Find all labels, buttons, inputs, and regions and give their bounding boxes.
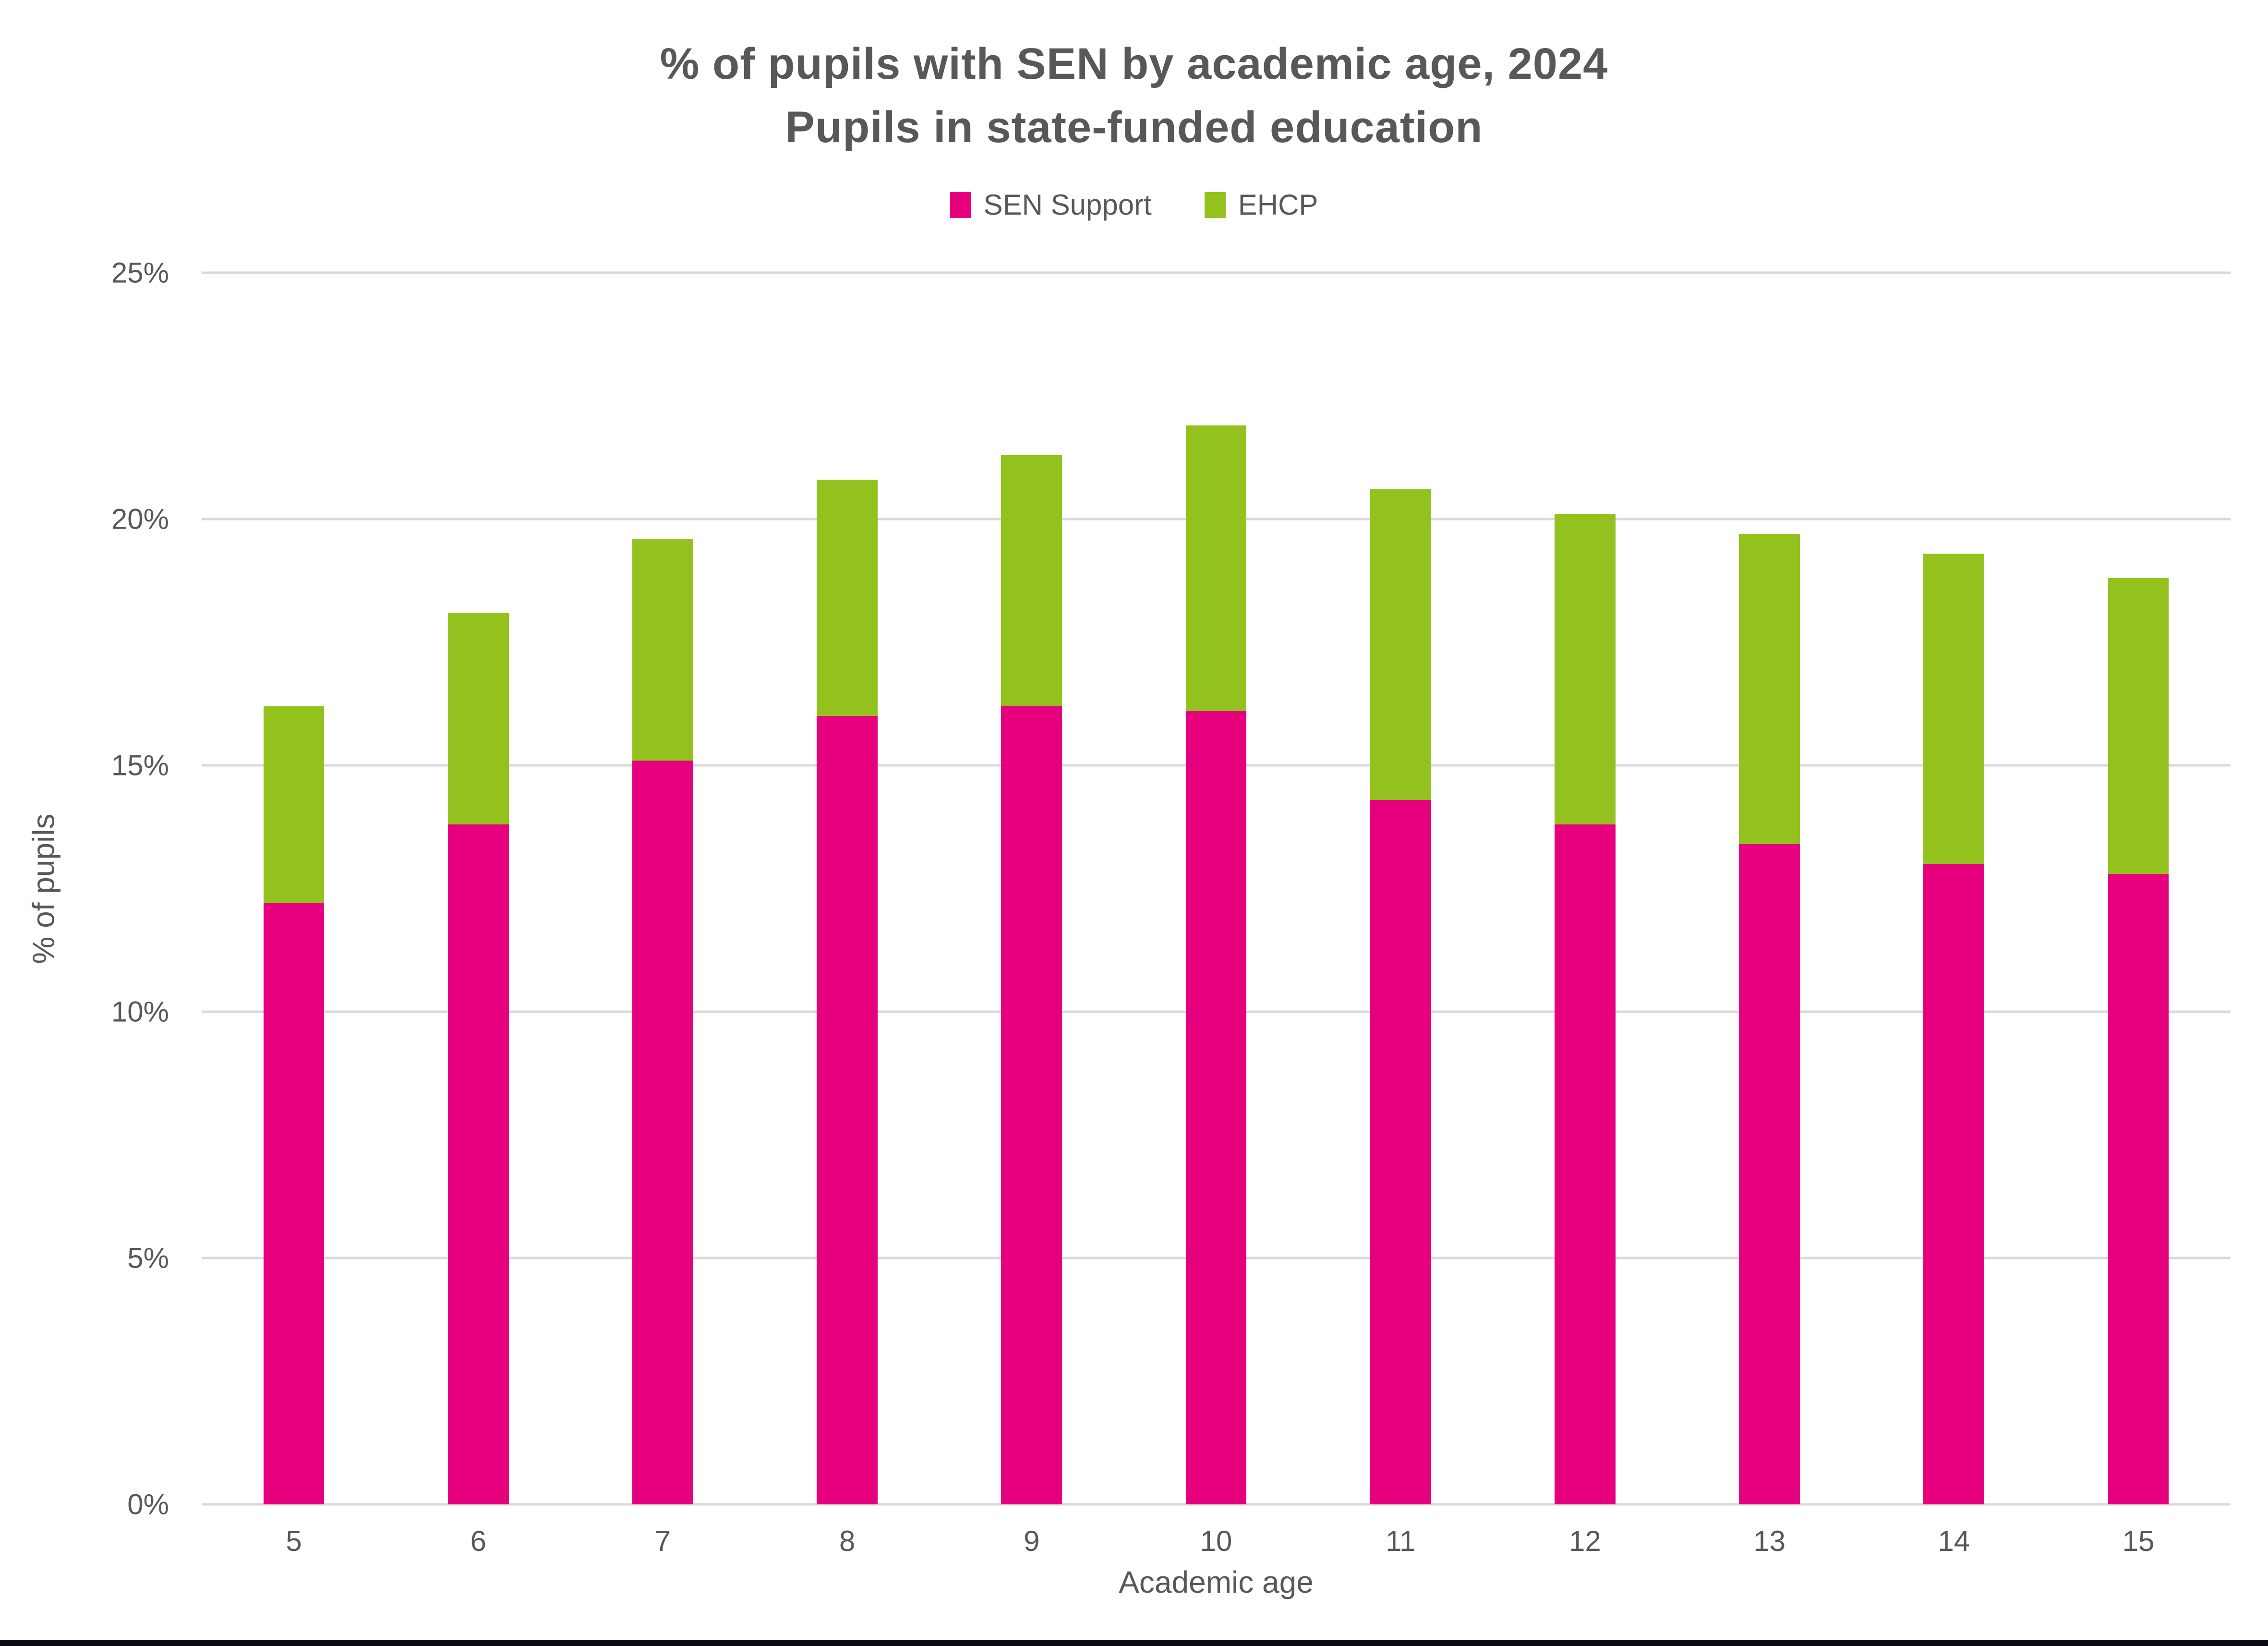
bar-age-13 xyxy=(1739,533,1800,1504)
x-tick-label-7: 7 xyxy=(654,1525,671,1557)
bar-age-15 xyxy=(2108,578,2169,1504)
chart-title: % of pupils with SEN by academic age, 20… xyxy=(0,33,2268,159)
bar-slot-age-15 xyxy=(2046,273,2231,1504)
bar-age-6 xyxy=(447,612,509,1504)
bar-segment-sen-support-age-13 xyxy=(1739,844,1800,1504)
bar-age-9 xyxy=(1001,455,1062,1504)
bar-segment-sen-support-age-14 xyxy=(1923,864,1985,1504)
bar-age-5 xyxy=(263,706,325,1504)
y-tick-label-5: 5% xyxy=(127,1242,169,1274)
bar-slot-age-9 xyxy=(940,273,1124,1504)
y-tick-label-0: 0% xyxy=(127,1488,169,1521)
bar-slot-age-6 xyxy=(386,273,570,1504)
bar-segment-ehcp-age-5 xyxy=(263,706,325,904)
bar-segment-sen-support-age-15 xyxy=(2108,873,2169,1504)
plot-area xyxy=(202,271,2231,1506)
bar-age-11 xyxy=(1370,489,1431,1504)
bar-segment-sen-support-age-9 xyxy=(1001,706,1062,1504)
bar-segment-sen-support-age-10 xyxy=(1185,711,1247,1504)
bar-segment-sen-support-age-7 xyxy=(632,760,693,1504)
bar-segment-ehcp-age-7 xyxy=(632,539,693,761)
bar-slot-age-10 xyxy=(1124,273,1308,1504)
sen-support-swatch-icon xyxy=(950,192,971,218)
chart-title-line2: Pupils in state-funded education xyxy=(785,102,1483,152)
ehcp-swatch-icon xyxy=(1204,192,1226,218)
bottom-accent-bar xyxy=(0,1640,2268,1646)
bar-segment-ehcp-age-6 xyxy=(447,612,509,825)
bar-segment-sen-support-age-12 xyxy=(1555,824,1616,1504)
bar-segment-ehcp-age-10 xyxy=(1185,425,1247,712)
bar-slot-age-5 xyxy=(202,273,386,1504)
x-tick-label-10: 10 xyxy=(1200,1525,1232,1557)
bar-slot-age-12 xyxy=(1493,273,1677,1504)
y-tick-label-15: 15% xyxy=(111,749,169,782)
x-tick-label-8: 8 xyxy=(839,1525,856,1557)
bar-slot-age-13 xyxy=(1677,273,1862,1504)
bar-segment-ehcp-age-12 xyxy=(1555,514,1616,825)
x-tick-label-13: 13 xyxy=(1753,1525,1785,1557)
bars-layer xyxy=(202,273,2231,1504)
bar-segment-ehcp-age-9 xyxy=(1001,455,1062,706)
chart-title-line1: % of pupils with SEN by academic age, 20… xyxy=(660,39,1608,88)
x-tick-label-11: 11 xyxy=(1386,1525,1416,1557)
bar-age-7 xyxy=(632,539,693,1504)
bar-segment-ehcp-age-15 xyxy=(2108,578,2169,874)
bar-slot-age-7 xyxy=(570,273,755,1504)
bar-segment-ehcp-age-11 xyxy=(1370,489,1431,800)
y-tick-label-20: 20% xyxy=(111,503,169,535)
bar-segment-sen-support-age-11 xyxy=(1370,799,1431,1504)
bar-segment-ehcp-age-13 xyxy=(1739,533,1800,845)
bar-age-8 xyxy=(817,479,878,1504)
x-axis-title: Academic age xyxy=(1119,1565,1314,1599)
y-tick-label-10: 10% xyxy=(111,995,169,1028)
legend-label-ehcp: EHCP xyxy=(1238,189,1318,221)
y-tick-label-25: 25% xyxy=(111,256,169,289)
gridline-0 xyxy=(202,1503,2231,1506)
x-tick-label-6: 6 xyxy=(470,1525,486,1557)
bar-age-14 xyxy=(1923,553,1985,1504)
y-axis-ticks: 25% 20% 15% 10% 5% 0% xyxy=(0,257,169,1521)
bar-segment-sen-support-age-6 xyxy=(447,824,509,1504)
bar-age-12 xyxy=(1555,514,1616,1504)
bar-slot-age-14 xyxy=(1862,273,2046,1504)
bar-segment-sen-support-age-8 xyxy=(817,716,878,1504)
bar-segment-ehcp-age-14 xyxy=(1923,553,1985,864)
legend-item-ehcp: EHCP xyxy=(1204,188,1318,221)
bar-slot-age-11 xyxy=(1308,273,1493,1504)
bar-age-10 xyxy=(1185,425,1247,1504)
legend-label-sen-support: SEN Support xyxy=(983,189,1152,221)
legend-item-sen-support: SEN Support xyxy=(950,188,1152,221)
x-tick-label-5: 5 xyxy=(286,1525,302,1557)
x-tick-label-15: 15 xyxy=(2122,1525,2155,1557)
bar-segment-ehcp-age-8 xyxy=(817,479,878,716)
x-tick-label-9: 9 xyxy=(1024,1525,1040,1557)
x-tick-label-14: 14 xyxy=(1938,1525,1970,1557)
bar-slot-age-8 xyxy=(755,273,940,1504)
bar-segment-sen-support-age-5 xyxy=(263,903,325,1504)
legend: SEN Support EHCP xyxy=(0,188,2268,221)
gridline-25 xyxy=(202,271,2231,274)
x-tick-label-12: 12 xyxy=(1569,1525,1601,1557)
x-axis-labels: 5 6 7 8 9 10 11 12 13 14 15 xyxy=(202,1525,2231,1558)
